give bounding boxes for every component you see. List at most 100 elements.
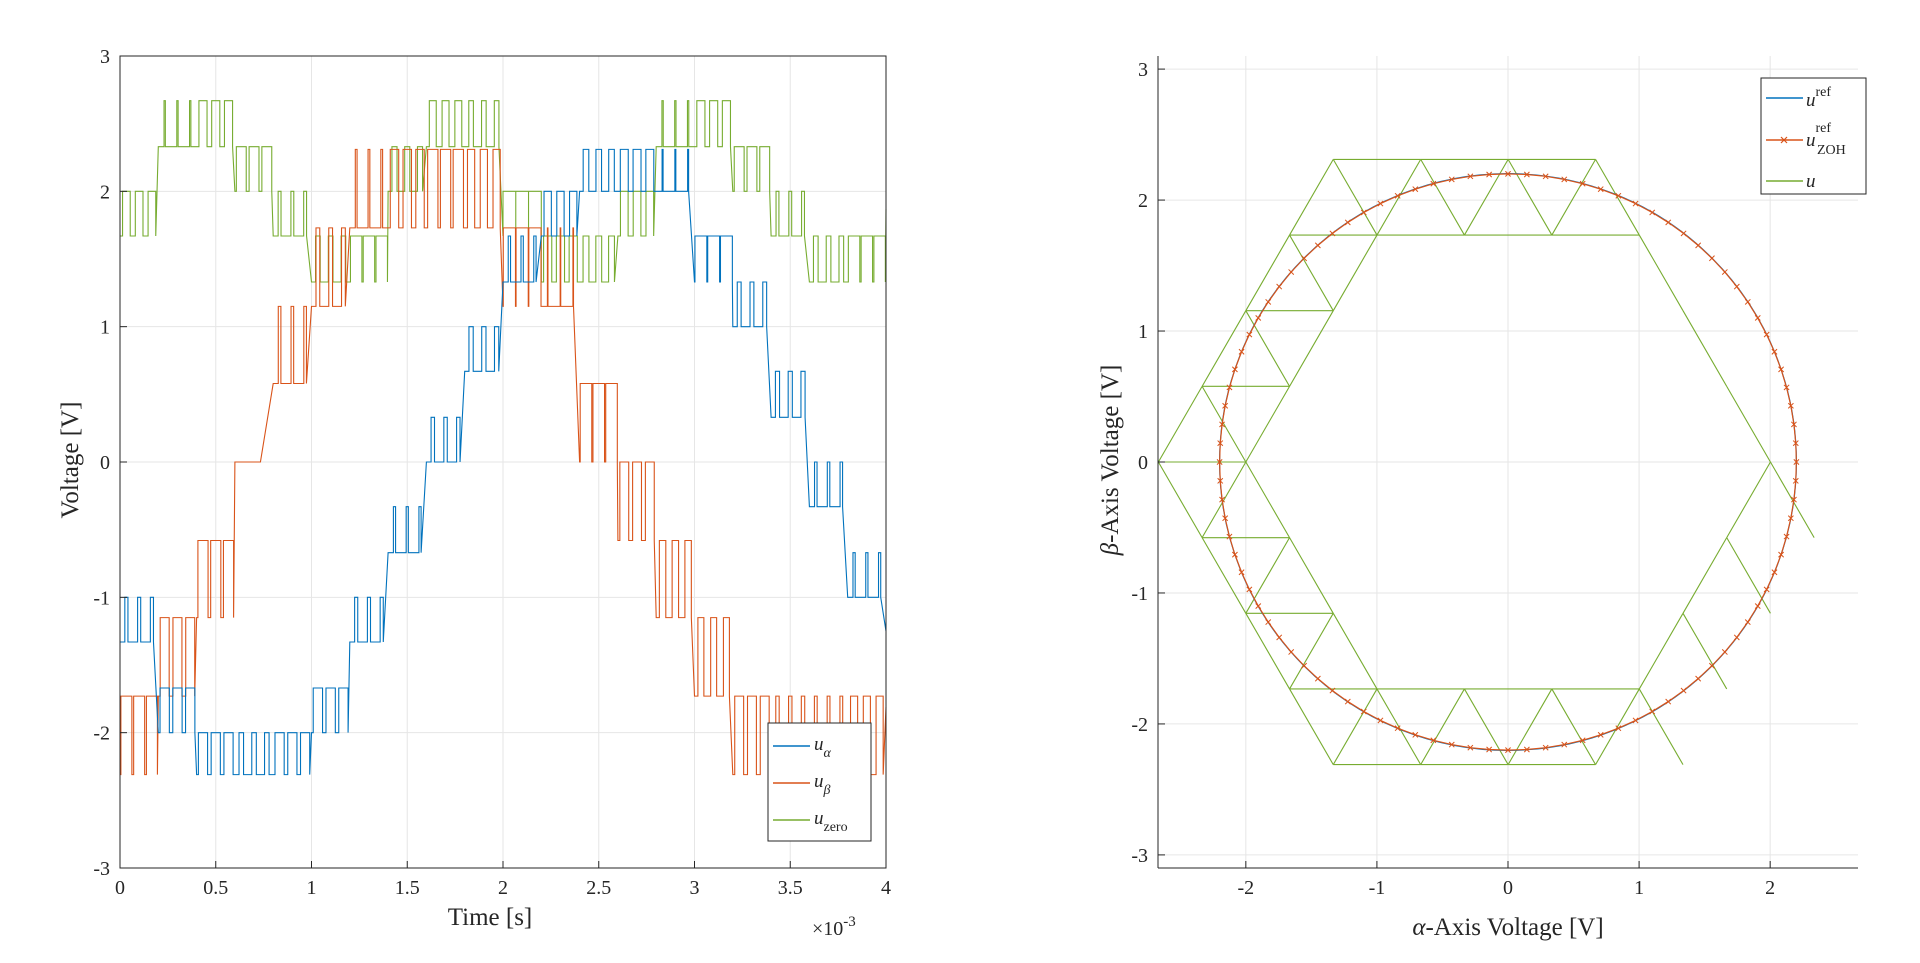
zoh-sample-marker <box>1314 242 1321 249</box>
y-tick-label: -3 <box>93 858 110 880</box>
zoh-sample-marker <box>1216 459 1223 465</box>
series-line-u-zero <box>120 100 887 283</box>
zoh-sample-marker <box>1255 603 1262 610</box>
legend-label-u-ref: uref <box>1806 85 1831 111</box>
y-tick-label: 1 <box>100 317 110 339</box>
zoh-sample-marker <box>1523 171 1530 178</box>
zoh-sample-marker <box>1505 747 1511 754</box>
zoh-sample-marker <box>1649 708 1656 715</box>
x-tick-label: 3 <box>690 877 700 899</box>
zoh-sample-marker <box>1615 725 1622 732</box>
alpha-beta-legend: uref uref ZOH u <box>1760 77 1867 195</box>
lattice-edge <box>1157 386 1203 463</box>
zoh-sample-marker <box>1792 477 1799 484</box>
lattice-edge <box>1420 159 1465 236</box>
alpha-beta-grid <box>1158 56 1858 868</box>
zoh-sample-marker <box>1486 171 1493 178</box>
y-tick-label: 1 <box>1138 321 1148 343</box>
y-tick-label: 0 <box>100 452 110 474</box>
lattice-edge <box>1289 688 1334 765</box>
zoh-sample-marker <box>1597 186 1604 193</box>
zoh-sample-marker <box>1486 746 1493 753</box>
lattice-edge <box>1245 234 1291 311</box>
x-tick-label: 1.5 <box>395 877 420 899</box>
zoh-sample-marker <box>1790 421 1797 428</box>
zoh-sample-marker <box>1288 269 1295 275</box>
x-tick-label: 2.5 <box>586 877 611 899</box>
lattice-edge <box>1289 159 1334 236</box>
zoh-sample-marker <box>1412 186 1419 193</box>
y-tick-label: 0 <box>1138 452 1148 474</box>
zoh-sample-marker <box>1787 515 1794 522</box>
zoh-sample-marker <box>1246 586 1253 593</box>
legend-label-u-ref-zoh: uref ZOH <box>1806 121 1846 158</box>
zoh-sample-marker <box>1771 569 1778 576</box>
y-tick-label: -1 <box>93 587 110 609</box>
zoh-sample-marker <box>1778 366 1785 373</box>
zoh-sample-marker <box>1412 731 1419 738</box>
zoh-sample-marker <box>1721 649 1728 655</box>
lattice-edge <box>1245 461 1291 538</box>
lattice-edge <box>1245 613 1291 690</box>
zoh-sample-marker <box>1708 255 1715 262</box>
x-tick-label: 1 <box>307 877 317 899</box>
lattice-edge <box>1332 234 1378 311</box>
zoh-sample-marker <box>1680 687 1687 694</box>
zoh-sample-marker <box>1430 180 1437 187</box>
lattice-edge <box>1201 310 1247 387</box>
lattice-edge <box>1245 386 1291 463</box>
zoh-sample-marker <box>1579 180 1586 187</box>
zoh-sample-marker <box>1222 402 1229 409</box>
zoh-sample-marker <box>1783 384 1790 391</box>
y-tick-label: 3 <box>1138 59 1148 81</box>
time-plot-ticks: 0 0.5 1 1.5 2 2.5 3 3.5 4 -3 -2 -1 0 1 2 3 <box>93 46 891 899</box>
time-plot-x-exponent: ×10-3 <box>812 914 856 940</box>
zoh-sample-marker <box>1778 551 1785 558</box>
x-tick-label: -2 <box>1237 877 1254 899</box>
x-tick-label: 2 <box>1765 877 1775 899</box>
lattice-edge <box>1638 234 1684 311</box>
zoh-sample-marker <box>1649 209 1656 216</box>
zoh-sample-marker <box>1597 731 1604 738</box>
zoh-sample-marker <box>1695 675 1702 682</box>
zoh-sample-marker <box>1708 662 1715 669</box>
zoh-sample-marker <box>1301 662 1308 669</box>
lattice-edge <box>1507 159 1553 236</box>
lattice-edge <box>1551 159 1597 236</box>
lattice-edge <box>1289 537 1334 614</box>
time-plot-traces <box>120 100 887 776</box>
lattice-edge <box>1726 386 1771 463</box>
alpha-beta-plot: -2 -1 0 1 2 -3 -2 -1 0 1 2 3 α-Axis Voltage [V] β-A… <box>1097 56 1867 941</box>
zoh-sample-marker <box>1360 708 1367 715</box>
lattice-edge <box>1157 461 1203 538</box>
lattice-edge <box>1682 310 1728 387</box>
zoh-sample-marker <box>1680 230 1687 237</box>
x-tick-label: 0 <box>115 877 125 899</box>
x-tick-label: 3.5 <box>778 877 803 899</box>
alpha-beta-ticks: -2 -1 0 1 2 -3 -2 -1 0 1 2 3 <box>1131 59 1775 899</box>
lattice-edge <box>1289 310 1334 387</box>
lattice-edge <box>1245 310 1291 387</box>
time-plot-legend-box <box>767 722 872 842</box>
legend-label-u-beta: uβ <box>814 771 831 798</box>
alpha-beta-ylabel: β-Axis Voltage [V] <box>1097 365 1124 557</box>
x-tick-label: -1 <box>1369 877 1386 899</box>
zoh-sample-marker <box>1246 331 1253 338</box>
zoh-sample-marker <box>1542 173 1549 180</box>
zoh-sample-marker <box>1505 170 1511 177</box>
zoh-sample-marker <box>1238 348 1245 355</box>
lattice-edge <box>1332 613 1378 690</box>
zoh-sample-marker <box>1467 744 1474 751</box>
lattice-edge <box>1463 688 1509 765</box>
time-plot-ylabel: Voltage [V] <box>57 402 84 519</box>
lattice-edge <box>1201 537 1247 614</box>
zoh-sample-marker <box>1733 634 1740 641</box>
y-tick-label: 3 <box>100 46 110 68</box>
zoh-sample-marker <box>1744 298 1751 305</box>
lattice-edge <box>1201 461 1247 538</box>
lattice-edge <box>1726 537 1771 614</box>
lattice-edge <box>1769 461 1815 538</box>
zoh-sample-marker <box>1231 551 1238 558</box>
zoh-sample-marker <box>1226 384 1233 391</box>
